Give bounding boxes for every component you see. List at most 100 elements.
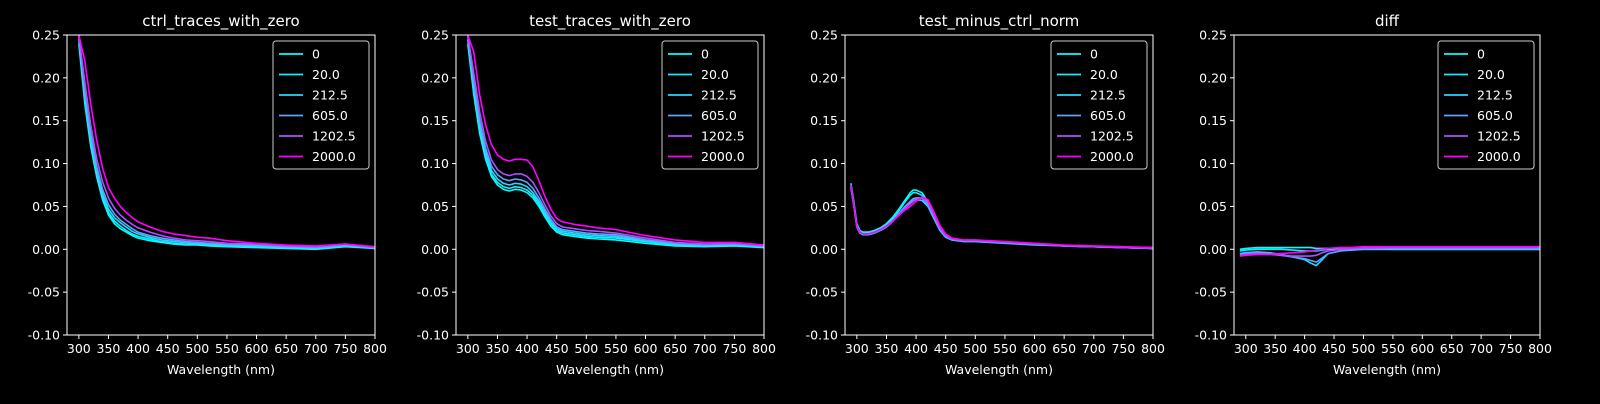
y-tick-label: -0.10 xyxy=(417,328,449,343)
x-tick-label: 550 xyxy=(215,341,239,356)
y-tick-label: 0.25 xyxy=(421,28,449,43)
axes-frame xyxy=(844,34,1154,336)
legend-label: 20.0 xyxy=(1090,67,1118,82)
x-tick-label: 800 xyxy=(1528,341,1552,356)
legend-label: 212.5 xyxy=(1090,88,1126,103)
legend-label: 0 xyxy=(1477,47,1485,62)
x-tick-label: 450 xyxy=(934,341,958,356)
legend-label: 212.5 xyxy=(312,88,348,103)
y-tick-label: 0.10 xyxy=(1199,156,1227,171)
x-tick-label: 700 xyxy=(304,341,328,356)
legend-label: 212.5 xyxy=(701,88,737,103)
y-tick-label: -0.05 xyxy=(417,285,449,300)
chart-panel-2: 300 350 400 450 500 550 600 650 700 750 800 -0.10 -0… xyxy=(417,12,776,377)
y-tick-label: -0.05 xyxy=(1195,285,1227,300)
x-tick-label: 400 xyxy=(126,341,150,356)
x-tick-label: 400 xyxy=(515,341,539,356)
series-line-20.0 xyxy=(78,39,375,250)
legend-label: 212.5 xyxy=(1477,88,1513,103)
x-tick-label: 750 xyxy=(1499,341,1523,356)
x-axis-label: Wavelength (nm) xyxy=(1333,362,1441,377)
y-tick-label: -0.10 xyxy=(28,328,60,343)
chart-panel-4: 300 350 400 450 500 550 600 650 700 750 800 -0.10 -0… xyxy=(1195,12,1552,377)
series-line-2000.0 xyxy=(1239,245,1540,257)
chart-panel-1: 300 350 400 450 500 550 600 650 700 750 800 -0.10 -0… xyxy=(28,12,387,377)
x-axis-label: Wavelength (nm) xyxy=(556,362,664,377)
x-tick-label: 700 xyxy=(1469,341,1493,356)
series-line-605.0 xyxy=(467,35,764,247)
y-tick-label: 0.20 xyxy=(1199,70,1227,85)
x-tick-label: 400 xyxy=(1293,341,1317,356)
x-tick-label: 600 xyxy=(634,341,658,356)
series-line-0 xyxy=(467,43,764,249)
legend-label: 605.0 xyxy=(1477,108,1513,123)
x-tick-label: 350 xyxy=(1263,341,1287,356)
y-tick-label: 0.15 xyxy=(810,113,838,128)
x-tick-label: 500 xyxy=(185,341,209,356)
x-tick-label: 500 xyxy=(1352,341,1376,356)
y-tick-label: 0.00 xyxy=(421,242,449,257)
legend-label: 20.0 xyxy=(701,67,729,82)
y-tick-label: 0.15 xyxy=(421,113,449,128)
legend-label: 20.0 xyxy=(312,67,340,82)
x-tick-label: 450 xyxy=(156,341,180,356)
y-tick-label: 0.00 xyxy=(1199,242,1227,257)
x-tick-label: 650 xyxy=(1440,341,1464,356)
legend-label: 2000.0 xyxy=(312,149,356,164)
legend-label: 2000.0 xyxy=(1477,149,1521,164)
series-line-605.0 xyxy=(78,35,375,249)
legend-label: 0 xyxy=(312,47,320,62)
y-tick-label: 0.05 xyxy=(1199,199,1227,214)
series-line-1202.5 xyxy=(467,35,764,247)
legend-box xyxy=(1050,40,1148,170)
y-tick-label: 0.00 xyxy=(32,242,60,257)
series-line-2000.0 xyxy=(850,184,1153,249)
y-tick-label: 0.25 xyxy=(32,28,60,43)
y-tick-label: -0.05 xyxy=(28,285,60,300)
y-tick-label: -0.10 xyxy=(806,328,838,343)
legend-label: 2000.0 xyxy=(1090,149,1134,164)
x-tick-label: 650 xyxy=(663,341,687,356)
x-tick-label: 600 xyxy=(1410,341,1434,356)
chart-title: diff xyxy=(1375,12,1400,30)
axes-frame xyxy=(1233,34,1541,336)
x-tick-label: 650 xyxy=(274,341,298,356)
x-axis-label: Wavelength (nm) xyxy=(167,362,275,377)
axes-frame xyxy=(66,34,376,336)
x-tick-label: 300 xyxy=(845,341,869,356)
chart-title: test_traces_with_zero xyxy=(529,12,691,31)
x-tick-label: 400 xyxy=(904,341,928,356)
x-tick-label: 300 xyxy=(456,341,480,356)
y-tick-label: 0.15 xyxy=(1199,113,1227,128)
x-tick-label: 750 xyxy=(722,341,746,356)
x-tick-label: 500 xyxy=(574,341,598,356)
x-tick-label: 700 xyxy=(1082,341,1106,356)
chart-title: test_minus_ctrl_norm xyxy=(919,12,1080,31)
x-tick-label: 550 xyxy=(993,341,1017,356)
y-tick-label: 0.25 xyxy=(1199,28,1227,43)
x-tick-label: 500 xyxy=(963,341,987,356)
x-tick-label: 350 xyxy=(875,341,899,356)
x-axis-label: Wavelength (nm) xyxy=(945,362,1053,377)
x-tick-label: 700 xyxy=(693,341,717,356)
x-tick-label: 650 xyxy=(1052,341,1076,356)
y-tick-label: 0.10 xyxy=(32,156,60,171)
legend-label: 20.0 xyxy=(1477,67,1505,82)
legend-label: 1202.5 xyxy=(1090,129,1134,144)
legend-box xyxy=(272,40,370,170)
y-tick-label: 0.05 xyxy=(810,199,838,214)
chart-title: ctrl_traces_with_zero xyxy=(142,12,299,31)
x-tick-label: 550 xyxy=(1381,341,1405,356)
series-line-212.5 xyxy=(467,35,764,248)
legend-label: 1202.5 xyxy=(1477,129,1521,144)
x-tick-label: 450 xyxy=(1322,341,1346,356)
y-tick-label: 0.10 xyxy=(421,156,449,171)
x-tick-label: 350 xyxy=(97,341,121,356)
y-tick-label: 0.15 xyxy=(32,113,60,128)
x-tick-label: 300 xyxy=(1234,341,1258,356)
y-tick-label: 0.25 xyxy=(810,28,838,43)
x-tick-label: 350 xyxy=(486,341,510,356)
series-line-2000.0 xyxy=(78,35,375,248)
